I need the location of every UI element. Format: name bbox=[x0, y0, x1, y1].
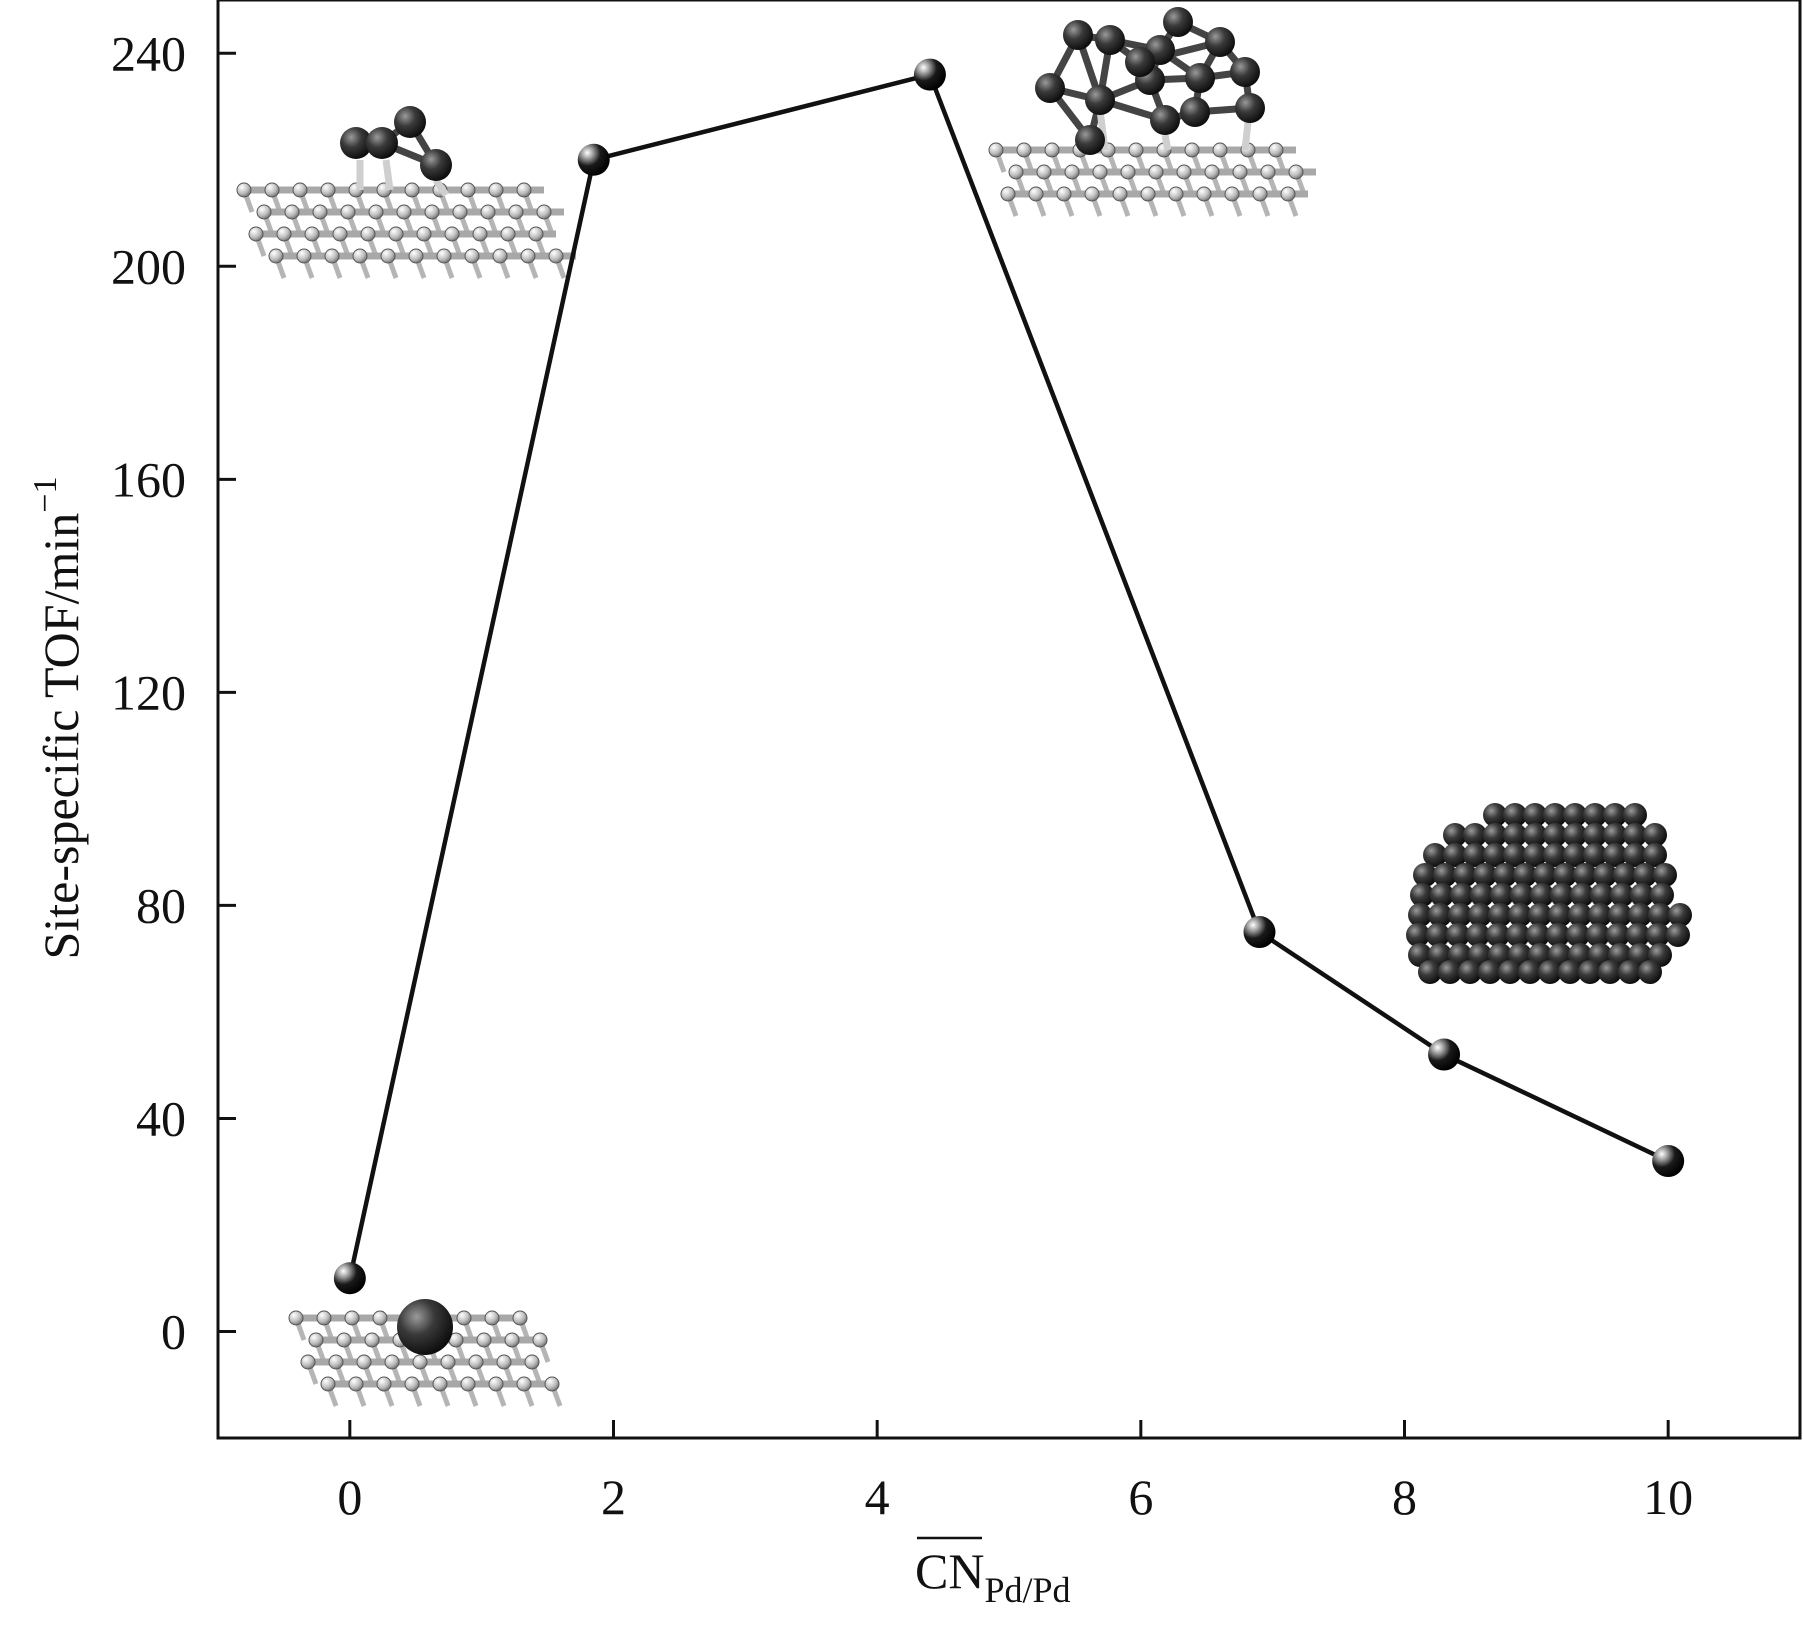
pd-atom bbox=[1163, 7, 1193, 37]
y-tick-label: 120 bbox=[111, 664, 186, 720]
x-tick-label: 0 bbox=[337, 1469, 362, 1525]
x-tick-label: 2 bbox=[601, 1469, 626, 1525]
data-point bbox=[333, 1262, 366, 1295]
x-tick-label: 10 bbox=[1643, 1469, 1693, 1525]
y-tick-label: 240 bbox=[111, 25, 186, 81]
pd-atom bbox=[1095, 25, 1125, 55]
inset-single-atom: Pd single atom on graphene bbox=[288, 1299, 563, 1407]
y-tick-label: 160 bbox=[111, 451, 186, 507]
y-axis-title-superscript: −1 bbox=[27, 477, 64, 513]
inset-small-cluster: Pd small cluster on graphene bbox=[236, 106, 576, 279]
y-tick-label: 40 bbox=[136, 1090, 186, 1146]
y-tick-label: 80 bbox=[136, 877, 186, 933]
pd-atom bbox=[1235, 93, 1265, 123]
inset-nanoparticle: Pd nanoparticle bbox=[1406, 803, 1692, 984]
series bbox=[333, 58, 1685, 1295]
pd-atom bbox=[1185, 63, 1215, 93]
x-tick-label: 4 bbox=[865, 1469, 890, 1525]
structure-insets: Pd single atom on graphene Pd small clust… bbox=[236, 7, 1692, 1407]
data-point bbox=[1652, 1145, 1685, 1178]
y-axis-title: Site-specific TOF/min−1 bbox=[27, 477, 89, 960]
plot-frame bbox=[216, 0, 1802, 1440]
pd-atom bbox=[1230, 57, 1260, 87]
data-point bbox=[1243, 916, 1276, 949]
svg-text:CNPd/Pd: CNPd/Pd bbox=[915, 1543, 1071, 1610]
pd-atom bbox=[1125, 47, 1155, 77]
x-tick-label: 6 bbox=[1128, 1469, 1153, 1525]
y-tick-label: 200 bbox=[111, 238, 186, 294]
y-tick-label: 0 bbox=[161, 1303, 186, 1359]
pd-atom bbox=[1035, 73, 1065, 103]
x-axis-title: CNPd/Pd bbox=[915, 1536, 1071, 1610]
pd-atom bbox=[1085, 85, 1115, 115]
pd-atom bbox=[366, 127, 398, 159]
pd-atom bbox=[394, 106, 426, 138]
pd-atom bbox=[397, 1299, 453, 1355]
data-point bbox=[577, 143, 610, 176]
pd-atom bbox=[1150, 105, 1180, 135]
x-axis-title-subscript: Pd/Pd bbox=[984, 1570, 1070, 1610]
pd-atom bbox=[1075, 125, 1105, 155]
data-point bbox=[913, 58, 946, 91]
pd-atom bbox=[1063, 20, 1093, 50]
pd-atom bbox=[340, 127, 372, 159]
series-line bbox=[347, 72, 1670, 1279]
x-tick-label: 8 bbox=[1392, 1469, 1417, 1525]
pd-atom bbox=[1180, 97, 1210, 127]
data-point bbox=[1428, 1038, 1461, 1071]
inset-cluster: Pd cluster on graphene bbox=[988, 7, 1316, 217]
pd-atom bbox=[1205, 27, 1235, 57]
ticks: 0 2 4 6 8 10 0 40 80 120 160 200 240 bbox=[111, 25, 1693, 1525]
pd-atom bbox=[420, 149, 452, 181]
